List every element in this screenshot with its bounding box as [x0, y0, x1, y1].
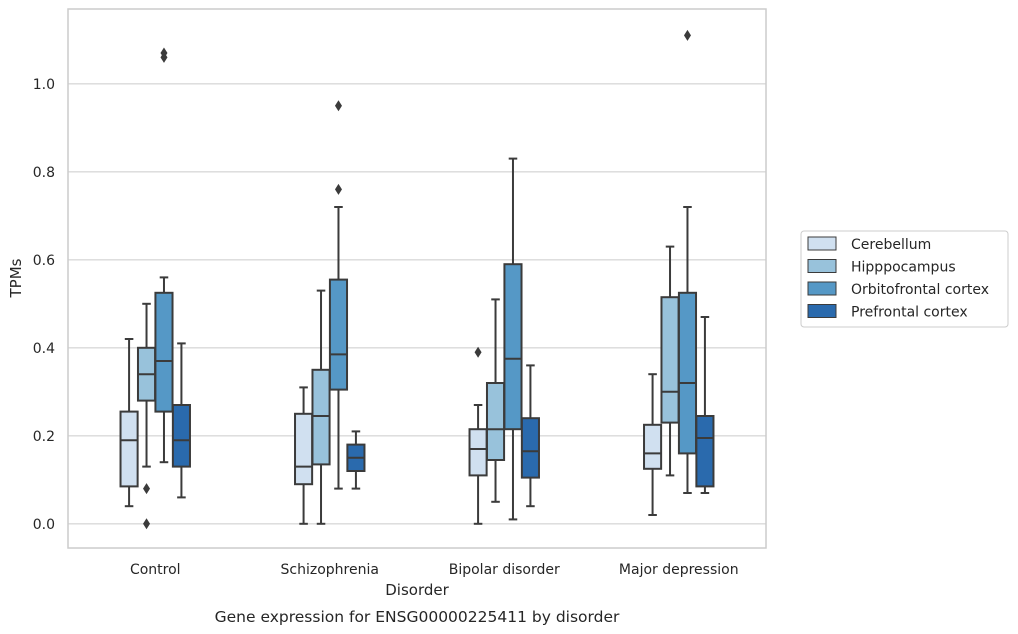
- box-body: [328, 278, 349, 391]
- x-tick-labels: Control Schizophrenia Bipolar disorder Majo…: [130, 562, 739, 578]
- box-group: [119, 338, 139, 508]
- box-body: [660, 296, 680, 424]
- outlier-point: [143, 518, 151, 530]
- box-group: [520, 364, 540, 508]
- x-tick-label: Control: [130, 562, 181, 578]
- legend-swatch: [807, 259, 837, 273]
- x-tick-label: Bipolar disorder: [449, 562, 560, 578]
- outlier-point: [143, 483, 151, 495]
- box-group: [695, 316, 715, 494]
- outlier-point: [474, 346, 482, 358]
- box-group: [485, 298, 506, 503]
- box-group: [294, 386, 314, 525]
- box-group: [311, 289, 331, 525]
- y-tick-labels: 0.0 0.2 0.4 0.6 0.8 1.0: [33, 77, 55, 533]
- x-axis-title: Disorder: [385, 581, 449, 599]
- box-group: [643, 373, 663, 516]
- y-tick-label: 0.6: [33, 253, 55, 269]
- legend-swatch: [807, 281, 837, 296]
- outlier-point: [334, 183, 342, 195]
- box-body: [171, 404, 191, 468]
- outlier-point: [160, 47, 168, 59]
- box-body: [119, 410, 139, 488]
- box-body: [520, 417, 540, 479]
- box-body: [643, 423, 663, 470]
- box-body: [311, 368, 331, 466]
- box-body: [695, 415, 715, 488]
- box-body: [468, 428, 488, 477]
- legend-items: Cerebellum Hipppocampus Orbitofrontal cort…: [807, 236, 989, 321]
- box-group: [677, 29, 698, 494]
- x-tick-label: Major depression: [619, 562, 739, 578]
- legend-swatch: [807, 236, 837, 251]
- chart-caption: Gene expression for ENSG00000225411 by d…: [215, 608, 620, 626]
- box-body: [503, 263, 523, 431]
- box-group: [503, 157, 523, 521]
- box-group: [660, 245, 680, 477]
- legend-label: Prefrontal cortex: [851, 305, 968, 321]
- legend-label: Hipppocampus: [851, 260, 956, 276]
- y-tick-label: 0.0: [33, 517, 55, 533]
- box-body: [485, 382, 506, 461]
- box-body: [677, 291, 698, 455]
- y-tick-label: 1.0: [33, 77, 55, 93]
- legend: Cerebellum Hipppocampus Orbitofrontal cort…: [800, 230, 1009, 328]
- box-group: [136, 302, 157, 530]
- box-group: [328, 100, 349, 490]
- x-tick-label: Schizophrenia: [281, 562, 379, 578]
- plot-frame: [67, 8, 767, 549]
- box-body: [294, 412, 314, 486]
- y-axis-title: TPMs: [7, 258, 25, 298]
- box-group: [154, 47, 174, 464]
- y-tick-label: 0.8: [33, 165, 55, 181]
- y-tick-label: 0.2: [33, 429, 55, 445]
- box-body: [154, 291, 174, 413]
- outlier-point: [334, 100, 342, 112]
- legend-label: Cerebellum: [851, 237, 931, 253]
- outlier-point: [683, 29, 691, 41]
- box-group: [171, 342, 191, 499]
- legend-label: Orbitofrontal cortex: [851, 282, 989, 298]
- box-plot-boxes: [119, 29, 715, 530]
- y-tick-label: 0.4: [33, 341, 55, 357]
- box-group: [468, 346, 488, 525]
- box-group: [346, 430, 366, 490]
- legend-swatch: [807, 304, 837, 318]
- legend-frame: [800, 230, 1009, 328]
